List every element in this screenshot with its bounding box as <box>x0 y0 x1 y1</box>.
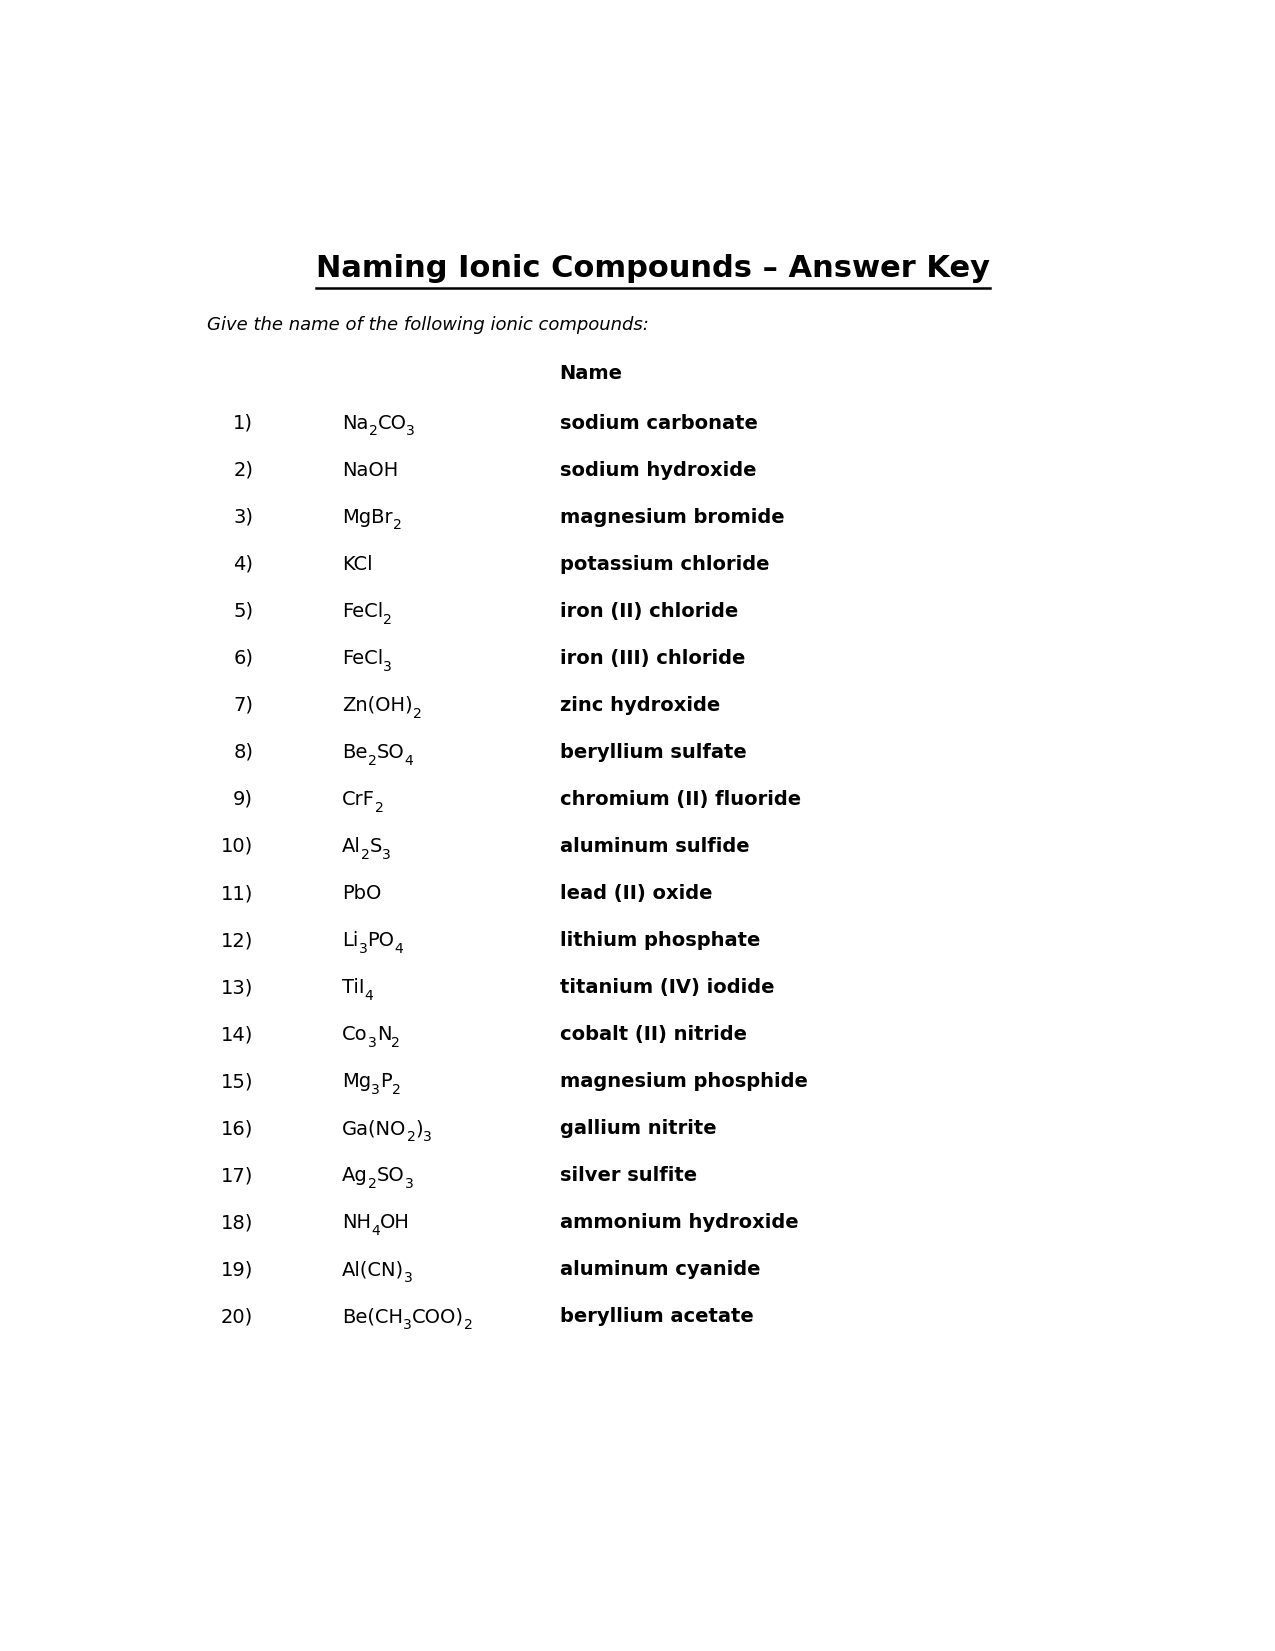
Text: beryllium sulfate: beryllium sulfate <box>560 743 746 761</box>
Text: 6): 6) <box>233 649 254 667</box>
Text: magnesium bromide: magnesium bromide <box>560 509 784 527</box>
Text: 2: 2 <box>361 847 370 862</box>
Text: 2: 2 <box>375 801 384 814</box>
Text: 2: 2 <box>367 753 376 768</box>
Text: 3: 3 <box>404 1271 413 1284</box>
Text: 2: 2 <box>413 707 422 720</box>
Text: Be: Be <box>342 743 367 761</box>
Text: 2: 2 <box>391 1083 400 1096</box>
Text: 3: 3 <box>384 660 393 674</box>
Text: sodium carbonate: sodium carbonate <box>560 414 757 433</box>
Text: 2: 2 <box>464 1317 473 1332</box>
Text: KCl: KCl <box>342 555 372 575</box>
Text: NaOH: NaOH <box>342 461 398 480</box>
Text: 3: 3 <box>404 1177 413 1190</box>
Text: 9): 9) <box>233 789 254 809</box>
Text: gallium nitrite: gallium nitrite <box>560 1119 717 1138</box>
Text: lead (II) oxide: lead (II) oxide <box>560 883 711 903</box>
Text: 2): 2) <box>233 461 254 480</box>
Text: ): ) <box>416 1119 423 1138</box>
Text: aluminum cyanide: aluminum cyanide <box>560 1260 760 1280</box>
Text: SO: SO <box>377 1166 404 1185</box>
Text: 3): 3) <box>233 509 254 527</box>
Text: 14): 14) <box>221 1025 254 1043</box>
Text: magnesium phosphide: magnesium phosphide <box>560 1071 807 1091</box>
Text: FeCl: FeCl <box>342 649 384 667</box>
Text: COO): COO) <box>412 1308 464 1326</box>
Text: PO: PO <box>367 931 394 949</box>
Text: Name: Name <box>560 365 622 383</box>
Text: Li: Li <box>342 931 358 949</box>
Text: 4: 4 <box>404 753 413 768</box>
Text: CrF: CrF <box>342 789 375 809</box>
Text: aluminum sulfide: aluminum sulfide <box>560 837 750 855</box>
Text: 3: 3 <box>358 941 367 956</box>
Text: Be(CH: Be(CH <box>342 1308 403 1326</box>
Text: lithium phosphate: lithium phosphate <box>560 931 760 949</box>
Text: NH: NH <box>342 1213 371 1232</box>
Text: 17): 17) <box>221 1166 254 1185</box>
Text: 11): 11) <box>221 883 254 903</box>
Text: Ga(NO: Ga(NO <box>342 1119 407 1138</box>
Text: 1): 1) <box>233 414 254 433</box>
Text: 2: 2 <box>391 1035 400 1050</box>
Text: Give the name of the following ionic compounds:: Give the name of the following ionic com… <box>207 317 649 334</box>
Text: FeCl: FeCl <box>342 601 384 621</box>
Text: N: N <box>376 1025 391 1043</box>
Text: 3: 3 <box>407 424 416 439</box>
Text: 4): 4) <box>233 555 254 575</box>
Text: 19): 19) <box>221 1260 254 1280</box>
Text: 10): 10) <box>221 837 254 855</box>
Text: sodium hydroxide: sodium hydroxide <box>560 461 756 480</box>
Text: SO: SO <box>376 743 404 761</box>
Text: 2: 2 <box>368 1177 377 1190</box>
Text: 4: 4 <box>394 941 403 956</box>
Text: MgBr: MgBr <box>342 509 393 527</box>
Text: Na: Na <box>342 414 368 433</box>
Text: 7): 7) <box>233 695 254 715</box>
Text: 3: 3 <box>403 1317 412 1332</box>
Text: iron (II) chloride: iron (II) chloride <box>560 601 738 621</box>
Text: S: S <box>370 837 382 855</box>
Text: 13): 13) <box>221 977 254 997</box>
Text: 8): 8) <box>233 743 254 761</box>
Text: Ag: Ag <box>342 1166 368 1185</box>
Text: titanium (IV) iodide: titanium (IV) iodide <box>560 977 774 997</box>
Text: 2: 2 <box>384 613 393 626</box>
Text: 4: 4 <box>365 989 374 1002</box>
Text: 15): 15) <box>221 1071 254 1091</box>
Text: OH: OH <box>380 1213 411 1232</box>
Text: Al: Al <box>342 837 361 855</box>
Text: 2: 2 <box>393 518 402 533</box>
Text: iron (III) chloride: iron (III) chloride <box>560 649 745 667</box>
Text: 2: 2 <box>368 424 377 439</box>
Text: 3: 3 <box>371 1083 380 1096</box>
Text: 18): 18) <box>221 1213 254 1232</box>
Text: cobalt (II) nitride: cobalt (II) nitride <box>560 1025 747 1043</box>
Text: 4: 4 <box>371 1223 380 1238</box>
Text: Naming Ionic Compounds – Answer Key: Naming Ionic Compounds – Answer Key <box>316 254 991 282</box>
Text: 3: 3 <box>382 847 391 862</box>
Text: chromium (II) fluoride: chromium (II) fluoride <box>560 789 801 809</box>
Text: Co: Co <box>342 1025 367 1043</box>
Text: potassium chloride: potassium chloride <box>560 555 769 575</box>
Text: Zn(OH): Zn(OH) <box>342 695 413 715</box>
Text: CO: CO <box>377 414 407 433</box>
Text: PbO: PbO <box>342 883 381 903</box>
Text: silver sulfite: silver sulfite <box>560 1166 696 1185</box>
Text: P: P <box>380 1071 391 1091</box>
Text: 5): 5) <box>233 601 254 621</box>
Text: 16): 16) <box>221 1119 254 1138</box>
Text: Al(CN): Al(CN) <box>342 1260 404 1280</box>
Text: 20): 20) <box>221 1308 254 1326</box>
Text: 3: 3 <box>423 1129 432 1144</box>
Text: zinc hydroxide: zinc hydroxide <box>560 695 720 715</box>
Text: beryllium acetate: beryllium acetate <box>560 1308 754 1326</box>
Text: TiI: TiI <box>342 977 365 997</box>
Text: 12): 12) <box>221 931 254 949</box>
Text: ammonium hydroxide: ammonium hydroxide <box>560 1213 798 1232</box>
Text: Mg: Mg <box>342 1071 371 1091</box>
Text: 2: 2 <box>407 1129 416 1144</box>
Text: 3: 3 <box>367 1035 376 1050</box>
